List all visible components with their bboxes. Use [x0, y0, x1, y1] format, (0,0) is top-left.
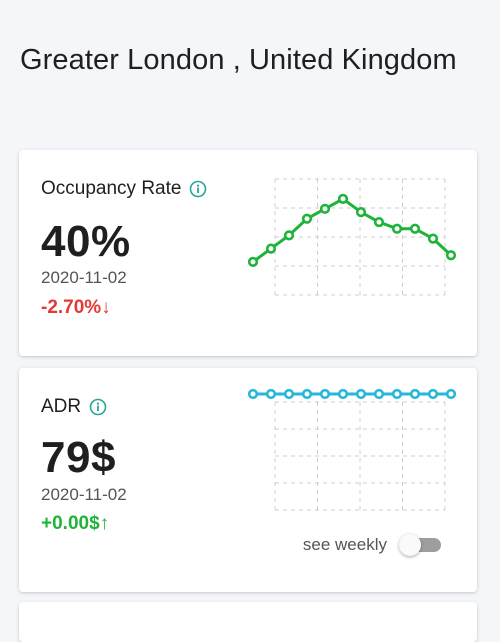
- occupancy-sparkline: [247, 178, 457, 296]
- toggle-knob[interactable]: [399, 534, 421, 556]
- sparkline-point[interactable]: [247, 256, 259, 267]
- sparkline-point[interactable]: [445, 250, 457, 261]
- metric-value: 79$: [41, 433, 116, 482]
- sparkline-point[interactable]: [319, 203, 331, 214]
- metric-value: 40%: [41, 217, 131, 266]
- sparkline-point[interactable]: [301, 388, 313, 400]
- occupancy-rate-card: Occupancy Rate 40% 2020-11-02 -2.70%↓: [19, 150, 477, 356]
- sparkline-point[interactable]: [391, 388, 403, 400]
- sparkline-point[interactable]: [337, 388, 349, 400]
- sparkline-point[interactable]: [445, 388, 457, 400]
- sparkline-point[interactable]: [283, 388, 295, 400]
- metric-header: ADR: [41, 396, 107, 418]
- sparkline-point[interactable]: [427, 388, 439, 400]
- sparkline-point[interactable]: [373, 216, 385, 228]
- sparkline-point[interactable]: [319, 388, 331, 400]
- sparkline-point[interactable]: [247, 388, 259, 400]
- sparkline-point[interactable]: [373, 388, 385, 400]
- info-circle-icon[interactable]: [189, 180, 207, 198]
- sparkline-point[interactable]: [409, 388, 421, 400]
- info-circle-icon[interactable]: [89, 398, 107, 416]
- metric-date: 2020-11-02: [41, 268, 127, 287]
- page-title: Greater London , United Kingdom: [20, 44, 457, 76]
- sparkline-point[interactable]: [283, 230, 295, 241]
- sparkline-point[interactable]: [355, 207, 367, 218]
- sparkline-point[interactable]: [301, 213, 313, 224]
- sparkline-point[interactable]: [265, 388, 277, 400]
- metric-change: +0.00$↑: [41, 513, 110, 534]
- sparkline-point[interactable]: [265, 243, 277, 254]
- see-weekly-toggle-row: see weekly: [303, 534, 443, 556]
- metric-label: Occupancy Rate: [41, 178, 182, 199]
- metric-header: Occupancy Rate: [41, 178, 207, 200]
- adr-sparkline: [247, 388, 457, 511]
- metric-change: -2.70%↓: [41, 297, 111, 318]
- metric-label: ADR: [41, 396, 82, 417]
- next-metric-card: [19, 602, 477, 642]
- sparkline-point[interactable]: [409, 223, 421, 234]
- sparkline-point[interactable]: [427, 233, 439, 244]
- metric-date: 2020-11-02: [41, 485, 127, 504]
- sparkline-point[interactable]: [355, 388, 367, 400]
- see-weekly-label: see weekly: [302, 535, 387, 554]
- adr-card: ADR 79$ 2020-11-02 +0.00$↑ see weekly: [19, 368, 477, 592]
- see-weekly-toggle[interactable]: [399, 534, 443, 556]
- sparkline-point[interactable]: [391, 223, 403, 234]
- sparkline-point[interactable]: [337, 193, 349, 204]
